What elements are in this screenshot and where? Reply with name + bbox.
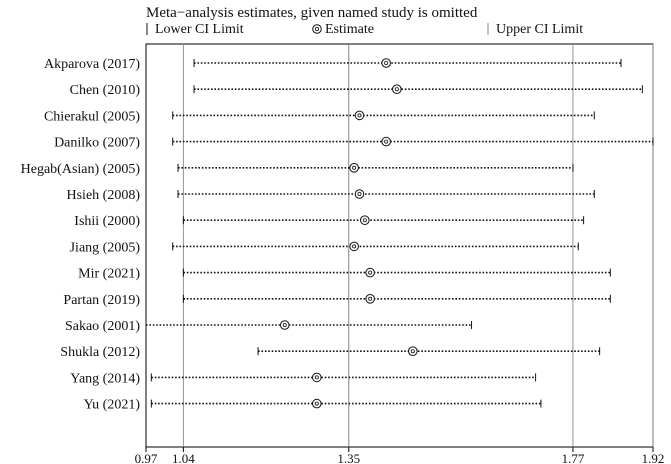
estimate-marker-inner (410, 349, 415, 354)
study-row: Yang (2014) (70, 371, 537, 386)
estimate-marker (365, 294, 375, 304)
estimate-marker (408, 346, 418, 357)
study-label: Jiang (2005) (70, 240, 141, 255)
study-label: Chen (2010) (70, 83, 141, 98)
estimate-marker (365, 267, 375, 278)
legend-item: Estimate (312, 22, 374, 37)
study-label: Akparova (2017) (44, 57, 140, 72)
estimate-marker-inner (384, 61, 389, 66)
study-row: Hsieh (2008) (67, 188, 595, 203)
study-row: Jiang (2005) (70, 240, 579, 255)
estimate-marker-inner (352, 165, 357, 170)
plot-frame (145, 43, 654, 448)
chart-header: Meta−analysis estimates, given named stu… (146, 5, 478, 21)
x-tick-label: 1.04 (172, 451, 195, 464)
plot-background (145, 43, 654, 448)
estimate-marker-inner (282, 322, 287, 327)
study-row: Danilko (2007) (54, 136, 654, 151)
study-row: Mir (2021) (78, 267, 611, 282)
estimate-marker-inner (314, 375, 319, 380)
study-label: Partan (2019) (63, 293, 140, 308)
estimate-marker (311, 372, 322, 383)
estimate-marker (354, 110, 365, 121)
legend-label: Estimate (325, 22, 374, 37)
estimate-marker-inner (362, 218, 367, 223)
estimate-marker-inner (384, 139, 389, 144)
study-label: Yu (2021) (84, 398, 141, 413)
estimate-marker (381, 58, 391, 68)
legend-label: Lower CI Limit (155, 22, 244, 37)
estimate-marker (311, 398, 322, 409)
estimate-marker-inner (357, 191, 362, 196)
legend-circle-symbol (312, 24, 322, 34)
estimate-marker-inner (368, 296, 373, 301)
study-label: Danilko (2007) (54, 136, 140, 151)
legend: Lower CI Limit Estimate Upper CI Limit (146, 22, 583, 37)
study-row: Shukla (2012) (60, 345, 601, 360)
study-label: Mir (2021) (78, 267, 140, 282)
estimate-marker-inner (368, 270, 373, 275)
x-tick-label: 1.92 (642, 451, 665, 464)
estimate-marker (392, 84, 402, 94)
estimate-marker-inner (314, 401, 319, 406)
study-label: Chierakul (2005) (44, 109, 140, 124)
study-row: Chierakul (2005) (44, 109, 595, 124)
estimate-marker-inner (352, 244, 357, 249)
reference-lines (182, 44, 654, 447)
legend-item: Upper CI Limit (487, 22, 583, 37)
study-row: Sakao (2001) (65, 319, 473, 334)
estimate-marker-inner (394, 87, 399, 92)
study-row: Yu (2021) (84, 398, 542, 413)
study-rows: Akparova (2017) Chen (2010) Chierakul (200… (21, 57, 654, 413)
chart-title: Meta−analysis estimates, given named stu… (146, 5, 478, 21)
study-label: Sakao (2001) (65, 319, 140, 334)
study-label: Ishii (2000) (74, 214, 140, 229)
study-label: Hegab(Asian) (2005) (21, 162, 141, 177)
estimate-marker-inner (357, 113, 362, 118)
estimate-marker (381, 136, 391, 147)
study-label: Yang (2014) (70, 371, 140, 386)
x-tick-label: 1.35 (337, 451, 360, 464)
study-label: Shukla (2012) (60, 345, 140, 360)
estimate-marker (360, 215, 370, 225)
study-row: Partan (2019) (63, 293, 611, 308)
study-row: Hegab(Asian) (2005) (21, 162, 574, 177)
estimate-marker (349, 241, 359, 252)
study-label: Hsieh (2008) (67, 188, 141, 203)
x-axis: 0.97 1.04 1.35 1.77 1.92 (135, 447, 665, 464)
x-tick-label: 1.77 (562, 451, 585, 464)
estimate-marker (279, 320, 290, 330)
study-row: Ishii (2000) (74, 214, 585, 229)
legend-item: Lower CI Limit (146, 22, 244, 37)
study-row: Akparova (2017) (44, 57, 622, 72)
x-tick-label: 0.97 (135, 451, 158, 464)
estimate-marker (354, 189, 365, 199)
estimate-marker (349, 163, 359, 173)
study-row: Chen (2010) (70, 83, 643, 98)
legend-label: Upper CI Limit (496, 22, 583, 37)
legend-circle-inner (314, 26, 319, 31)
